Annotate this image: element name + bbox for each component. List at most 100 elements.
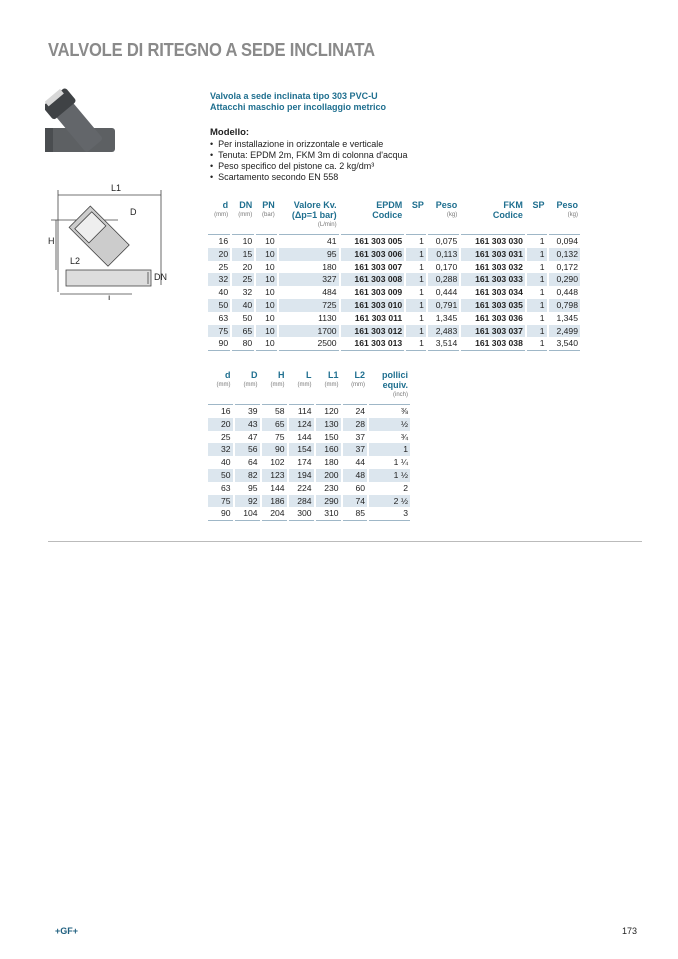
table-cell: 75: [208, 494, 233, 508]
table-cell: 154: [288, 443, 314, 457]
table-cell: 32: [208, 443, 233, 457]
table-cell: 16: [218, 236, 229, 246]
table-cell: 41: [327, 236, 337, 246]
table-cell: 224: [297, 482, 312, 493]
table-row: 90 80 10 2500 161 303 013 1 3,514 161 303 038 1 3…: [208, 337, 580, 352]
table-cell: 1,345: [435, 312, 458, 323]
table-cell: 120: [324, 406, 339, 416]
page-title: VALVOLE DI RITEGNO A SEDE INCLINATA: [48, 40, 375, 60]
column-header: L2 (mm): [351, 370, 366, 388]
label-d: D: [130, 207, 137, 217]
table-cell: 82: [234, 468, 260, 482]
table-cell: 44: [355, 457, 366, 468]
table-cell: 161 303 033: [461, 273, 525, 287]
table-cell: 90: [208, 337, 231, 352]
table-cell: 1130: [318, 312, 337, 323]
table-row: 50 82 123 194 200 48 1 ½: [208, 468, 410, 482]
codes-table: d (mm) DN (mm) PN (bar) Valore Kv. (Δp=1 bar) (L…: [206, 200, 582, 352]
table-cell: 1: [539, 261, 545, 272]
table-cell: 56: [234, 443, 260, 457]
table-cell: 1 ¼: [393, 457, 408, 468]
table-cell: 1: [406, 298, 426, 312]
table-cell: 37: [355, 431, 366, 442]
table-cell: 186: [261, 494, 287, 508]
table-cell: 0,132: [548, 247, 580, 261]
model-bullet: Peso specifico del pistone ca. 2 kg/dm³: [210, 161, 407, 172]
table-cell: 1: [419, 261, 424, 272]
table-cell: 161 303 009: [354, 287, 403, 298]
dimensions-table: d (mm) D (mm) H (mm) L (mm) L1 (mm) L2 (mm) pollici e…: [206, 370, 412, 522]
table-cell: 3,514: [427, 337, 460, 352]
table-cell: 1: [369, 443, 410, 457]
table-cell: 20: [208, 247, 231, 261]
column-header: D (mm): [243, 370, 258, 388]
table-cell: 1: [526, 273, 547, 287]
table-cell: 102: [270, 457, 285, 468]
table-cell: 39: [247, 406, 258, 416]
table-cell: 161 303 034: [475, 287, 523, 298]
table-cell: 0,094: [556, 236, 578, 246]
table-cell: 161 303 010: [340, 298, 405, 312]
table-row: 25 20 10 180 161 303 007 1 0,170 161 303 032 1 0,…: [208, 261, 580, 274]
column-header: L (mm): [297, 370, 312, 388]
table-cell: 150: [324, 431, 339, 442]
table-cell: 174: [297, 457, 312, 468]
table-row: 40 64 102 174 180 44 1 ¼: [208, 456, 410, 469]
table-row: 75 92 186 284 290 74 2 ½: [208, 494, 410, 508]
model-bullet: Tenuta: EPDM 2m, FKM 3m di colonna d'acq…: [210, 150, 407, 161]
table-cell: 63: [218, 312, 229, 323]
table-cell: 0,288: [427, 273, 460, 287]
table-cell: 28: [342, 417, 368, 431]
table-cell: 204: [261, 507, 287, 522]
table-cell: 37: [342, 443, 368, 457]
table-cell: 50: [208, 468, 233, 482]
table-cell: 3: [369, 507, 410, 522]
table-cell: 1: [526, 298, 547, 312]
table-cell: 161 303 008: [340, 273, 405, 287]
table-cell: 60: [355, 482, 366, 493]
table-cell: 161 303 030: [475, 236, 523, 246]
table-cell: 180: [324, 457, 339, 468]
table-cell: 43: [234, 417, 260, 431]
column-header: Peso (kg): [435, 200, 458, 218]
table-row: 16 39 58 114 120 24 ⅜: [208, 405, 410, 418]
table-cell: 144: [297, 431, 312, 442]
table-cell: 10: [265, 312, 275, 323]
label-dn: DN: [154, 272, 167, 282]
table-cell: 161 303 035: [461, 298, 525, 312]
table-cell: 0,075: [435, 236, 458, 246]
table-cell: 20: [208, 417, 233, 431]
table-cell: 10: [265, 236, 275, 246]
table-cell: 64: [247, 457, 258, 468]
table-row: 63 95 144 224 230 60 2: [208, 482, 410, 495]
column-header: L1 (mm): [324, 370, 339, 388]
label-l: L: [108, 294, 113, 300]
table-row: 63 50 10 1130 161 303 011 1 1,345 161 303 036 1 1…: [208, 312, 580, 325]
table-cell: 0,290: [548, 273, 580, 287]
table-cell: 10: [256, 298, 277, 312]
table-cell: 25: [232, 273, 255, 287]
table-row: 40 32 10 484 161 303 009 1 0,444 161 303 034 1 0,…: [208, 286, 580, 299]
table-cell: 10: [256, 273, 277, 287]
table-cell: 1: [406, 247, 426, 261]
model-section: Modello: Per installazione in orizzontal…: [210, 127, 407, 183]
table-cell: 161 303 031: [461, 247, 525, 261]
table-cell: 85: [342, 507, 368, 522]
table-cell: 75: [208, 324, 231, 338]
table-cell: 65: [232, 324, 255, 338]
table-cell: 144: [270, 482, 285, 493]
table-cell: 161 303 011: [354, 312, 403, 323]
table-cell: 310: [315, 507, 341, 522]
table-cell: 2 ½: [369, 494, 410, 508]
table-cell: 1: [526, 324, 547, 338]
subtitle-line: Valvola a sede inclinata tipo 303 PVC-U: [210, 91, 378, 101]
table-cell: 90: [208, 507, 233, 522]
table-cell: 1: [419, 287, 424, 298]
table-cell: 2,483: [427, 324, 460, 338]
table-cell: 124: [288, 417, 314, 431]
model-bullet: Per installazione in orizzontale e verti…: [210, 139, 407, 150]
table-cell: 1700: [278, 324, 339, 338]
table-cell: 10: [256, 337, 277, 352]
table-cell: 10: [256, 247, 277, 261]
